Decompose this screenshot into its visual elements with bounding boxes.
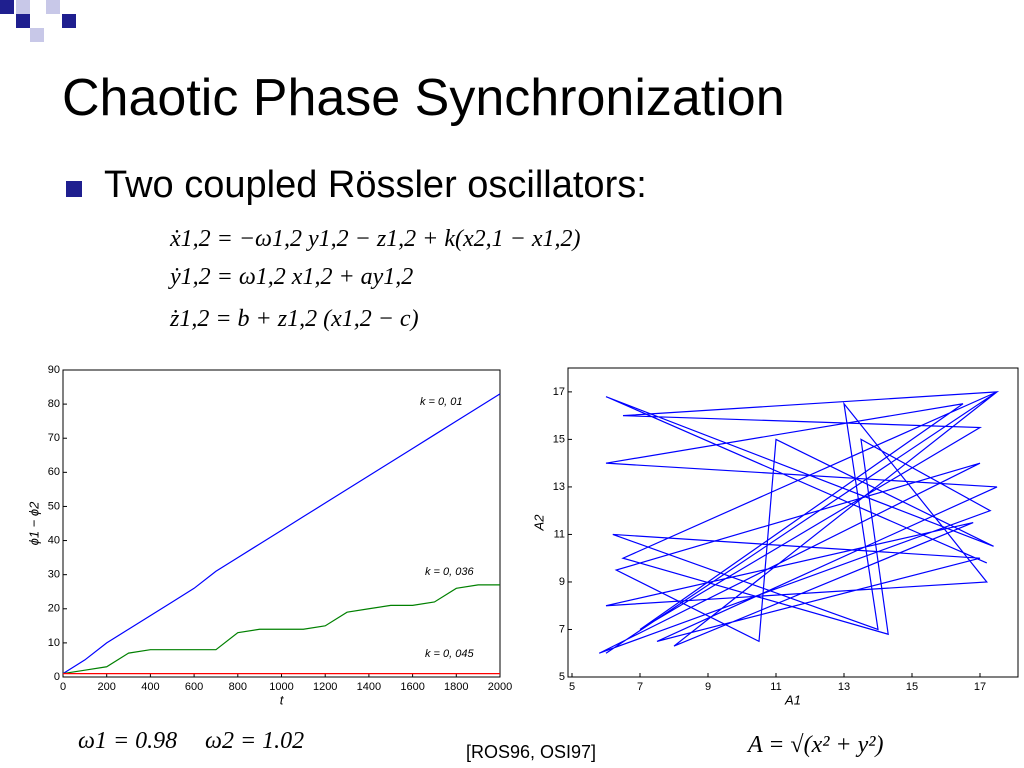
x-axis-label: A1 [784,692,801,707]
y-tick-label: 90 [48,364,60,376]
x-tick-label: 0 [60,681,66,693]
charts: 0 200 400 600 800 1000 1200 1400 1600 1800 2000 0 10… [26,364,1019,707]
x-tick-label: 13 [838,681,850,693]
y-tick-label: 11 [554,528,565,540]
y-tick-label: 50 [48,500,60,512]
equation: ẋ1,2 = −ω1,2 y1,2 − z1,2 + k(x2,1 − x1,2… [170,226,581,252]
x-tick-label: 600 [185,681,203,693]
amplitude-formula: A = √(x² + y²) [748,732,884,758]
data-line [62,584,500,675]
y-axis-label: A2 [531,514,546,532]
citation: [ROS96, OSI97] [466,742,597,762]
bullet-text: Two coupled Rössler oscillators: [104,164,647,206]
x-tick-label: 7 [637,681,643,693]
x-tick-label: 11 [770,681,781,693]
y-tick-label: 20 [48,603,60,615]
plot-frame [62,369,501,678]
equation: ẏ1,2 = ω1,2 x1,2 + ay1,2 [170,264,414,290]
y-tick-label: 13 [553,481,565,493]
x-axis-label: t [280,692,285,707]
x-tick-label: 400 [141,681,159,693]
y-tick-label: 30 [48,569,60,581]
x-tick-label: 200 [98,681,116,693]
x-tick-label: 1200 [313,681,337,693]
omega-2: ω2 = 1.02 [205,728,305,754]
y-axis-label: ϕ1 − ϕ2 [26,501,41,546]
x-tick-label: 5 [569,681,575,693]
slide-title: Chaotic Phase Synchronization [62,69,785,127]
y-tick-label: 0 [54,671,60,683]
x-tick-label: 15 [906,681,918,693]
y-tick-label: 80 [48,398,60,410]
equation: ż1,2 = b + z1,2 (x1,2 − c) [170,306,419,332]
annotation: k = 0, 036 [425,566,475,578]
y-tick-label: 17 [553,386,565,398]
x-tick-label: 1600 [400,681,424,693]
x-tick-label: 1000 [269,681,293,693]
x-tick-label: 800 [229,681,247,693]
y-tick-label: 5 [559,671,565,683]
y-tick-label: 70 [48,432,60,444]
x-tick-label: 1400 [357,681,381,693]
omega-1: ω1 = 0.98 [78,728,178,754]
x-tick-label: 17 [974,681,986,693]
y-tick-label: 10 [48,637,60,649]
x-tick-label: 9 [705,681,711,693]
annotation: k = 0, 01 [420,396,463,408]
y-tick-label: 7 [559,623,565,635]
x-tick-label: 2000 [488,681,512,693]
y-tick-label: 60 [48,466,60,478]
x-tick-label: 1800 [444,681,468,693]
data-line [598,391,1000,654]
data-line [62,393,501,675]
annotation: k = 0, 045 [425,648,475,660]
y-tick-label: 9 [559,576,565,588]
bullet-marker [66,181,82,197]
y-tick-label: 40 [48,534,60,546]
y-tick-label: 15 [553,433,565,445]
corner-decoration [0,0,76,42]
